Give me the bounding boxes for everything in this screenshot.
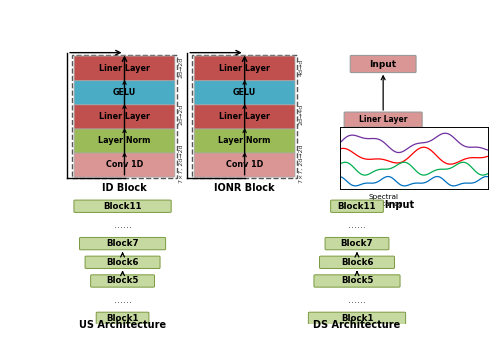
FancyBboxPatch shape xyxy=(320,256,394,269)
Text: 2d→2d: 2d→2d xyxy=(178,56,184,78)
FancyBboxPatch shape xyxy=(74,104,175,129)
Text: ......: ...... xyxy=(114,295,132,305)
FancyBboxPatch shape xyxy=(74,56,175,81)
Text: ......: ...... xyxy=(114,220,132,230)
Text: Block1: Block1 xyxy=(341,314,373,323)
Text: Block6: Block6 xyxy=(106,258,139,267)
Text: Spectral
reflectance: Spectral reflectance xyxy=(363,194,404,207)
Text: 4d→d: 4d→d xyxy=(298,59,304,76)
FancyBboxPatch shape xyxy=(330,200,384,213)
Text: 7×7, 2d→2d: 7×7, 2d→2d xyxy=(298,144,304,183)
Text: US Architecture: US Architecture xyxy=(79,320,166,330)
FancyBboxPatch shape xyxy=(194,80,295,105)
Text: ID Block: ID Block xyxy=(102,183,147,193)
FancyBboxPatch shape xyxy=(325,237,389,250)
Text: NoPE Input: NoPE Input xyxy=(352,200,414,210)
FancyBboxPatch shape xyxy=(344,112,422,127)
Text: ......: ...... xyxy=(348,220,366,230)
Text: Liner Layer: Liner Layer xyxy=(219,64,270,73)
FancyBboxPatch shape xyxy=(90,275,154,287)
FancyBboxPatch shape xyxy=(194,56,295,81)
Text: Liner Layer: Liner Layer xyxy=(359,115,408,124)
Text: GELU: GELU xyxy=(233,88,256,97)
Text: Liner Layer: Liner Layer xyxy=(219,112,270,121)
FancyBboxPatch shape xyxy=(74,200,171,213)
FancyBboxPatch shape xyxy=(350,55,416,72)
FancyBboxPatch shape xyxy=(74,80,175,105)
Text: 2d→2d: 2d→2d xyxy=(178,103,184,125)
Text: Block7: Block7 xyxy=(106,239,139,248)
Text: IONR Block: IONR Block xyxy=(214,183,275,193)
Text: Layer Norm: Layer Norm xyxy=(218,136,271,145)
Text: Block11: Block11 xyxy=(338,202,376,211)
FancyBboxPatch shape xyxy=(194,104,295,129)
Text: Block5: Block5 xyxy=(341,277,373,285)
FancyBboxPatch shape xyxy=(194,128,295,153)
FancyBboxPatch shape xyxy=(85,256,160,269)
FancyBboxPatch shape xyxy=(74,153,175,177)
FancyBboxPatch shape xyxy=(80,237,166,250)
Text: Block6: Block6 xyxy=(341,258,373,267)
Text: Liner Layer: Liner Layer xyxy=(99,64,150,73)
FancyBboxPatch shape xyxy=(194,153,295,177)
FancyBboxPatch shape xyxy=(308,312,406,325)
Text: Layer Norm: Layer Norm xyxy=(98,136,150,145)
FancyBboxPatch shape xyxy=(74,128,175,153)
FancyBboxPatch shape xyxy=(314,275,400,287)
Text: Block5: Block5 xyxy=(106,277,139,285)
Text: Input: Input xyxy=(370,59,396,68)
Bar xyxy=(72,55,177,178)
Text: Conv 1D: Conv 1D xyxy=(226,160,263,169)
Text: Conv 1D: Conv 1D xyxy=(106,160,143,169)
Text: GELU: GELU xyxy=(113,88,136,97)
Text: Liner Layer: Liner Layer xyxy=(99,112,150,121)
FancyBboxPatch shape xyxy=(96,312,149,325)
Text: ......: ...... xyxy=(348,295,366,305)
Text: Block7: Block7 xyxy=(340,239,374,248)
Text: DS Architecture: DS Architecture xyxy=(314,320,400,330)
Text: Block11: Block11 xyxy=(104,202,142,211)
Text: Block1: Block1 xyxy=(106,314,139,323)
Bar xyxy=(192,55,297,178)
Text: 7×7, 2d→2d: 7×7, 2d→2d xyxy=(178,144,184,183)
Text: 2d→4d: 2d→4d xyxy=(298,103,304,125)
